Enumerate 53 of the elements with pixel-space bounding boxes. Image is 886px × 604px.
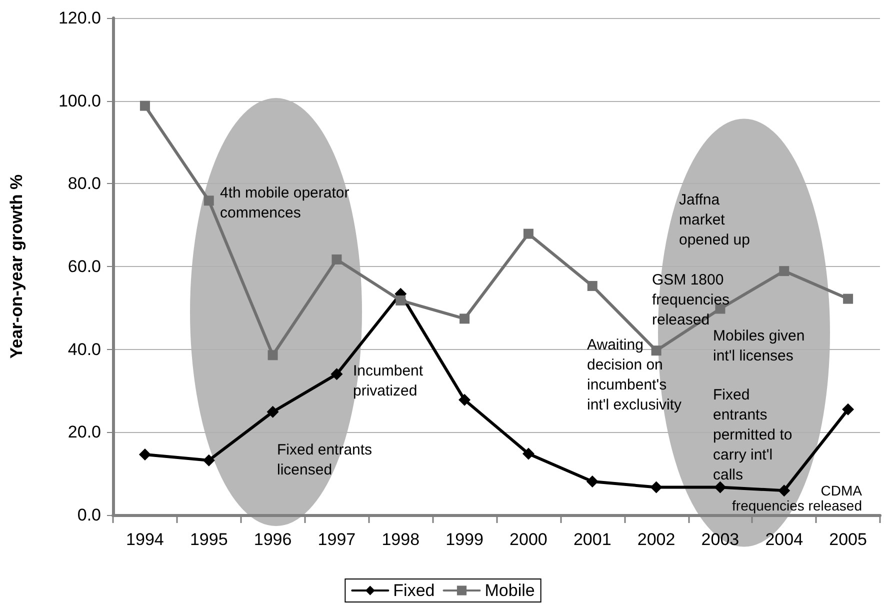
point [138,448,151,461]
point [587,280,598,291]
point [460,314,470,324]
y-tick-label: 80.0 [68,174,101,194]
x-tick-label: 1995 [190,530,228,549]
point [204,196,214,206]
point [779,266,790,276]
x-tick-label: 1994 [126,530,164,549]
x-tick-label: 1997 [318,530,356,549]
legend-label: Mobile [484,581,535,600]
point [268,350,278,360]
point [332,254,342,264]
legend-label: Fixed [393,581,435,600]
x-tick-label: 1999 [446,530,484,549]
annotation: CDMA frequencies released [732,482,863,514]
x-tick-label: 2002 [637,530,676,549]
point [650,481,662,494]
point [266,406,279,418]
annotation: Incumbent privatized [353,362,424,400]
annotation: Fixed entrants licensed [277,442,372,478]
annotation: Mobiles given int'l licenses [713,328,805,364]
point [714,481,726,494]
point [396,295,406,306]
point [202,454,215,466]
point [458,394,471,406]
x-tick-label: 2004 [765,530,804,549]
x-tick-label: 2003 [701,530,740,549]
x-tick-label: 1998 [382,530,420,549]
annotation: Fixed entrants permitted to carry int'l calls [713,386,792,484]
point [330,368,343,380]
annotation: GSM 1800 frequencies released [652,272,730,328]
annotation: Awaiting decision on incumbent's int'l exclusivity [587,336,682,414]
point [140,100,150,111]
point [778,484,790,497]
point [843,294,854,304]
point [523,228,534,239]
annotation: 4th mobile operator commences [220,184,350,222]
point [651,346,662,356]
annotation: Jaffna market opened up [679,192,750,248]
x-tick-label: 1996 [254,530,292,549]
y-tick-label: 40.0 [68,340,101,359]
y-tick-label: 60.0 [68,257,101,276]
x-tick-label: 2001 [573,530,612,549]
y-tick-label: 100.0 [58,91,101,110]
y-tick-label: 120.0 [58,8,101,28]
y-tick-label: 0.0 [77,506,101,524]
x-tick-label: 2000 [510,530,548,549]
point [586,475,598,488]
y-tick-label: 20.0 [68,422,101,442]
point [842,403,854,416]
x-tick-label: 2005 [829,530,867,549]
point [522,448,534,460]
y-axis-title: Year-on-year growth % [7,174,26,359]
